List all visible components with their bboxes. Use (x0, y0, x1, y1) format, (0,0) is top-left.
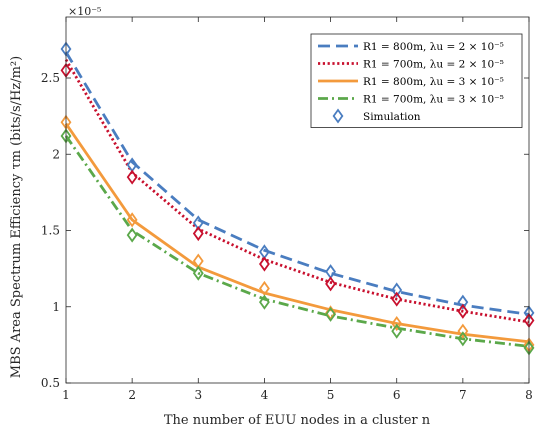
x-tick-label: 6 (393, 388, 401, 402)
simulation-point (258, 294, 270, 310)
y-exponent-label: ×10⁻⁵ (68, 5, 101, 18)
axes: 1 2 3 4 5 6 7 80.511.522.5 (41, 16, 533, 402)
x-tick-label: 4 (261, 388, 269, 402)
simulation-point (192, 265, 204, 281)
simulation-point (391, 291, 403, 307)
simulation-point (391, 315, 403, 332)
simulation-point (258, 280, 270, 296)
legend: R1 = 800m, λu = 2 × 10⁻⁵ R1 = 700m, λu = … (310, 33, 523, 128)
legend-simulation-marker (332, 108, 344, 124)
y-tick-label: 2 (52, 147, 60, 161)
simulation-point (457, 323, 469, 339)
simulation-point (457, 331, 469, 347)
simulation-point (126, 212, 138, 228)
simulation-point (325, 264, 337, 280)
x-tick-label: 3 (194, 388, 202, 402)
series-line-4 (64, 135, 530, 348)
y-tick-label: 1.5 (41, 224, 60, 238)
simulation-point (192, 226, 204, 242)
simulation-point (325, 276, 337, 292)
series-line-2 (64, 58, 530, 324)
legend-entry: R1 = 800m, λu = 2 × 10⁻⁵ (363, 41, 504, 53)
x-tick-label: 1 (62, 388, 70, 402)
simulation-point (325, 306, 337, 322)
legend-entry: R1 = 700m, λu = 3 × 10⁻⁵ (363, 94, 504, 106)
x-tick-label: 7 (459, 388, 467, 402)
axes-frame (65, 16, 530, 384)
legend-entry: R1 = 700m, λu = 2 × 10⁻⁵ (363, 59, 504, 71)
legend-entry: R1 = 800m, λu = 3 × 10⁻⁵ (363, 76, 504, 88)
x-axis-label: The number of EUU nodes in a cluster n (164, 413, 431, 428)
simulation-point (457, 303, 469, 319)
legend-entry-simulation: Simulation (363, 111, 421, 123)
x-tick-label: 8 (525, 388, 533, 402)
simulation-point (391, 282, 403, 298)
simulation-point (457, 294, 469, 310)
y-tick-label: 1 (52, 300, 60, 314)
simulation-point (126, 227, 138, 243)
x-tick-label: 5 (327, 388, 335, 402)
simulation-point (126, 169, 138, 185)
simulation-point (391, 323, 403, 339)
plot-area (60, 41, 535, 356)
y-axis-label: MBS Area Spectrum Efficiency τm (bits/s/… (9, 56, 24, 378)
y-tick-label: 0.5 (41, 376, 60, 390)
simulation-point (258, 256, 270, 272)
series-line-3 (64, 122, 530, 344)
x-tick-label: 2 (128, 388, 136, 402)
y-tick-label: 2.5 (41, 71, 60, 85)
